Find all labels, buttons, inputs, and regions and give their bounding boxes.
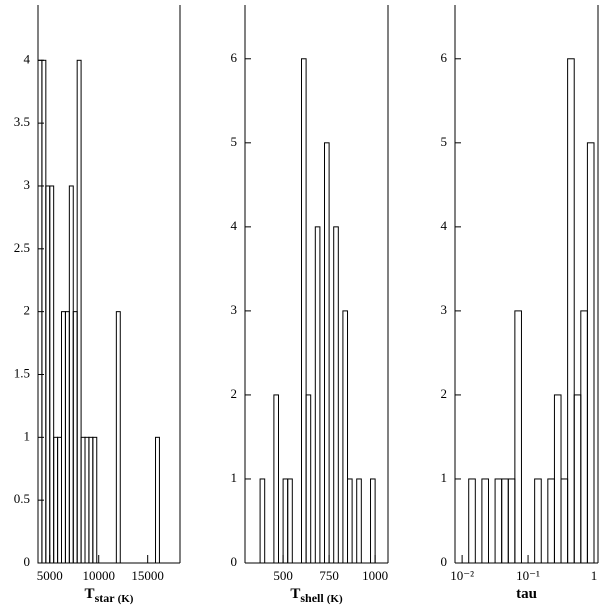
y-tick-label: 2.5 (14, 240, 30, 255)
y-tick-label: 6 (441, 50, 448, 65)
histogram-bar (84, 436, 90, 564)
y-tick-label: 3.5 (14, 114, 30, 129)
histogram-bar (356, 478, 362, 564)
histogram-bar (580, 310, 588, 564)
y-tick-label: 4 (231, 218, 238, 233)
y-tick-label: 0.5 (14, 491, 30, 506)
x-axis-label-sub: shell (300, 591, 324, 605)
y-tick-label: 3 (24, 177, 31, 192)
histogram-bar (547, 478, 555, 564)
x-axis-label: Tstar (K) (85, 586, 134, 604)
y-tick-label: 2 (231, 386, 238, 401)
histogram-bar (61, 311, 66, 564)
y-tick-label: 2 (441, 386, 448, 401)
histogram-bar (468, 478, 476, 564)
x-axis-label-main: T (85, 586, 95, 602)
histogram-bar (567, 58, 575, 564)
y-tick-label: 0 (231, 554, 238, 569)
histogram-bar (494, 478, 503, 564)
histogram-bar (586, 142, 595, 564)
histogram-bar (115, 311, 121, 564)
y-tick-label: 1 (441, 470, 448, 485)
histogram-bar (347, 478, 353, 564)
y-tick-label: 1 (24, 428, 31, 443)
histogram-bar (501, 478, 509, 564)
x-tick-label: 1 (591, 568, 598, 583)
histogram-bar (481, 478, 489, 564)
x-axis-label: Tshell (K) (290, 586, 343, 604)
histogram-bar (282, 478, 289, 564)
histogram-bar (88, 436, 94, 564)
histogram-bar (155, 436, 160, 564)
histogram-bar (333, 226, 339, 564)
y-tick-label: 3 (441, 302, 448, 317)
histogram-bar (57, 436, 63, 564)
y-tick-label: 1 (231, 470, 238, 485)
histogram-bar (305, 394, 312, 564)
histogram-bar (45, 185, 51, 564)
histogram-bar (92, 436, 98, 564)
histogram-bar (80, 436, 86, 564)
histogram-bar (342, 310, 349, 564)
histogram-bar (573, 394, 582, 564)
histogram-bar (72, 311, 78, 564)
histogram-bar (259, 478, 266, 564)
histogram-bar (324, 142, 330, 564)
histogram-bar (560, 478, 569, 564)
histogram-bar (273, 394, 279, 564)
y-tick-label: 3 (231, 302, 238, 317)
y-tick-label: 0 (441, 554, 448, 569)
histogram-bar (64, 311, 70, 564)
histogram-bar (314, 226, 321, 564)
histogram-bar (514, 310, 522, 564)
histogram-bar (301, 58, 307, 564)
x-tick-label: 750 (319, 568, 339, 583)
histogram-bar (534, 478, 542, 564)
x-tick-label: 500 (273, 568, 293, 583)
x-tick-label: 5000 (37, 568, 63, 583)
x-tick-label: 10⁻¹ (516, 568, 540, 583)
x-tick-label: 15000 (131, 568, 164, 583)
y-tick-label: 4 (24, 51, 31, 66)
x-axis-label-unit: (K) (327, 593, 343, 605)
histogram-bar (53, 436, 59, 564)
x-tick-label: 1000 (362, 568, 388, 583)
y-tick-label: 6 (231, 50, 238, 65)
x-tick-label: 10⁻² (450, 568, 474, 583)
histogram-bar (370, 478, 376, 564)
histogram-bar (287, 478, 293, 564)
x-axis-label-main: tau (516, 586, 537, 602)
y-tick-label: 5 (231, 134, 238, 149)
histogram-bar (49, 185, 55, 564)
y-tick-label: 0 (24, 554, 31, 569)
y-tick-label: 4 (441, 218, 448, 233)
x-axis-label: tau (516, 586, 537, 602)
y-tick-label: 5 (441, 134, 448, 149)
x-axis-label-main: T (290, 586, 300, 602)
histogram-bar (68, 185, 74, 564)
x-axis-label-sub: star (95, 591, 116, 605)
x-tick-label: 10000 (82, 568, 115, 583)
y-tick-label: 2 (24, 303, 31, 318)
y-tick-label: 1.5 (14, 365, 30, 380)
histogram-bar (76, 59, 82, 564)
x-axis-label-unit: (K) (118, 593, 134, 605)
histogram-bar (507, 478, 516, 564)
histogram-bar (553, 394, 562, 564)
